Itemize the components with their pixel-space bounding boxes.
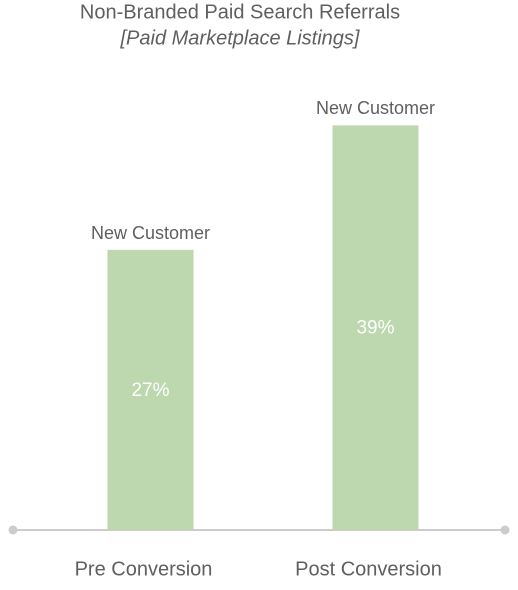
bar-annotation: New Customer — [315, 98, 436, 119]
x-tick-label: Pre Conversion — [75, 558, 213, 580]
bar-annotation: New Customer — [90, 222, 211, 243]
value-label: 39% — [356, 318, 394, 339]
x-tick-label: Post Conversion — [295, 558, 442, 580]
bar — [332, 125, 419, 530]
chart-subtitle: [Paid Marketplace Listings] — [119, 27, 359, 49]
bar — [107, 249, 194, 530]
axis-end — [8, 525, 18, 535]
axis-end — [500, 525, 510, 535]
value-label: 27% — [131, 380, 169, 401]
chart-title: Non-Branded Paid Search Referrals — [80, 1, 400, 23]
